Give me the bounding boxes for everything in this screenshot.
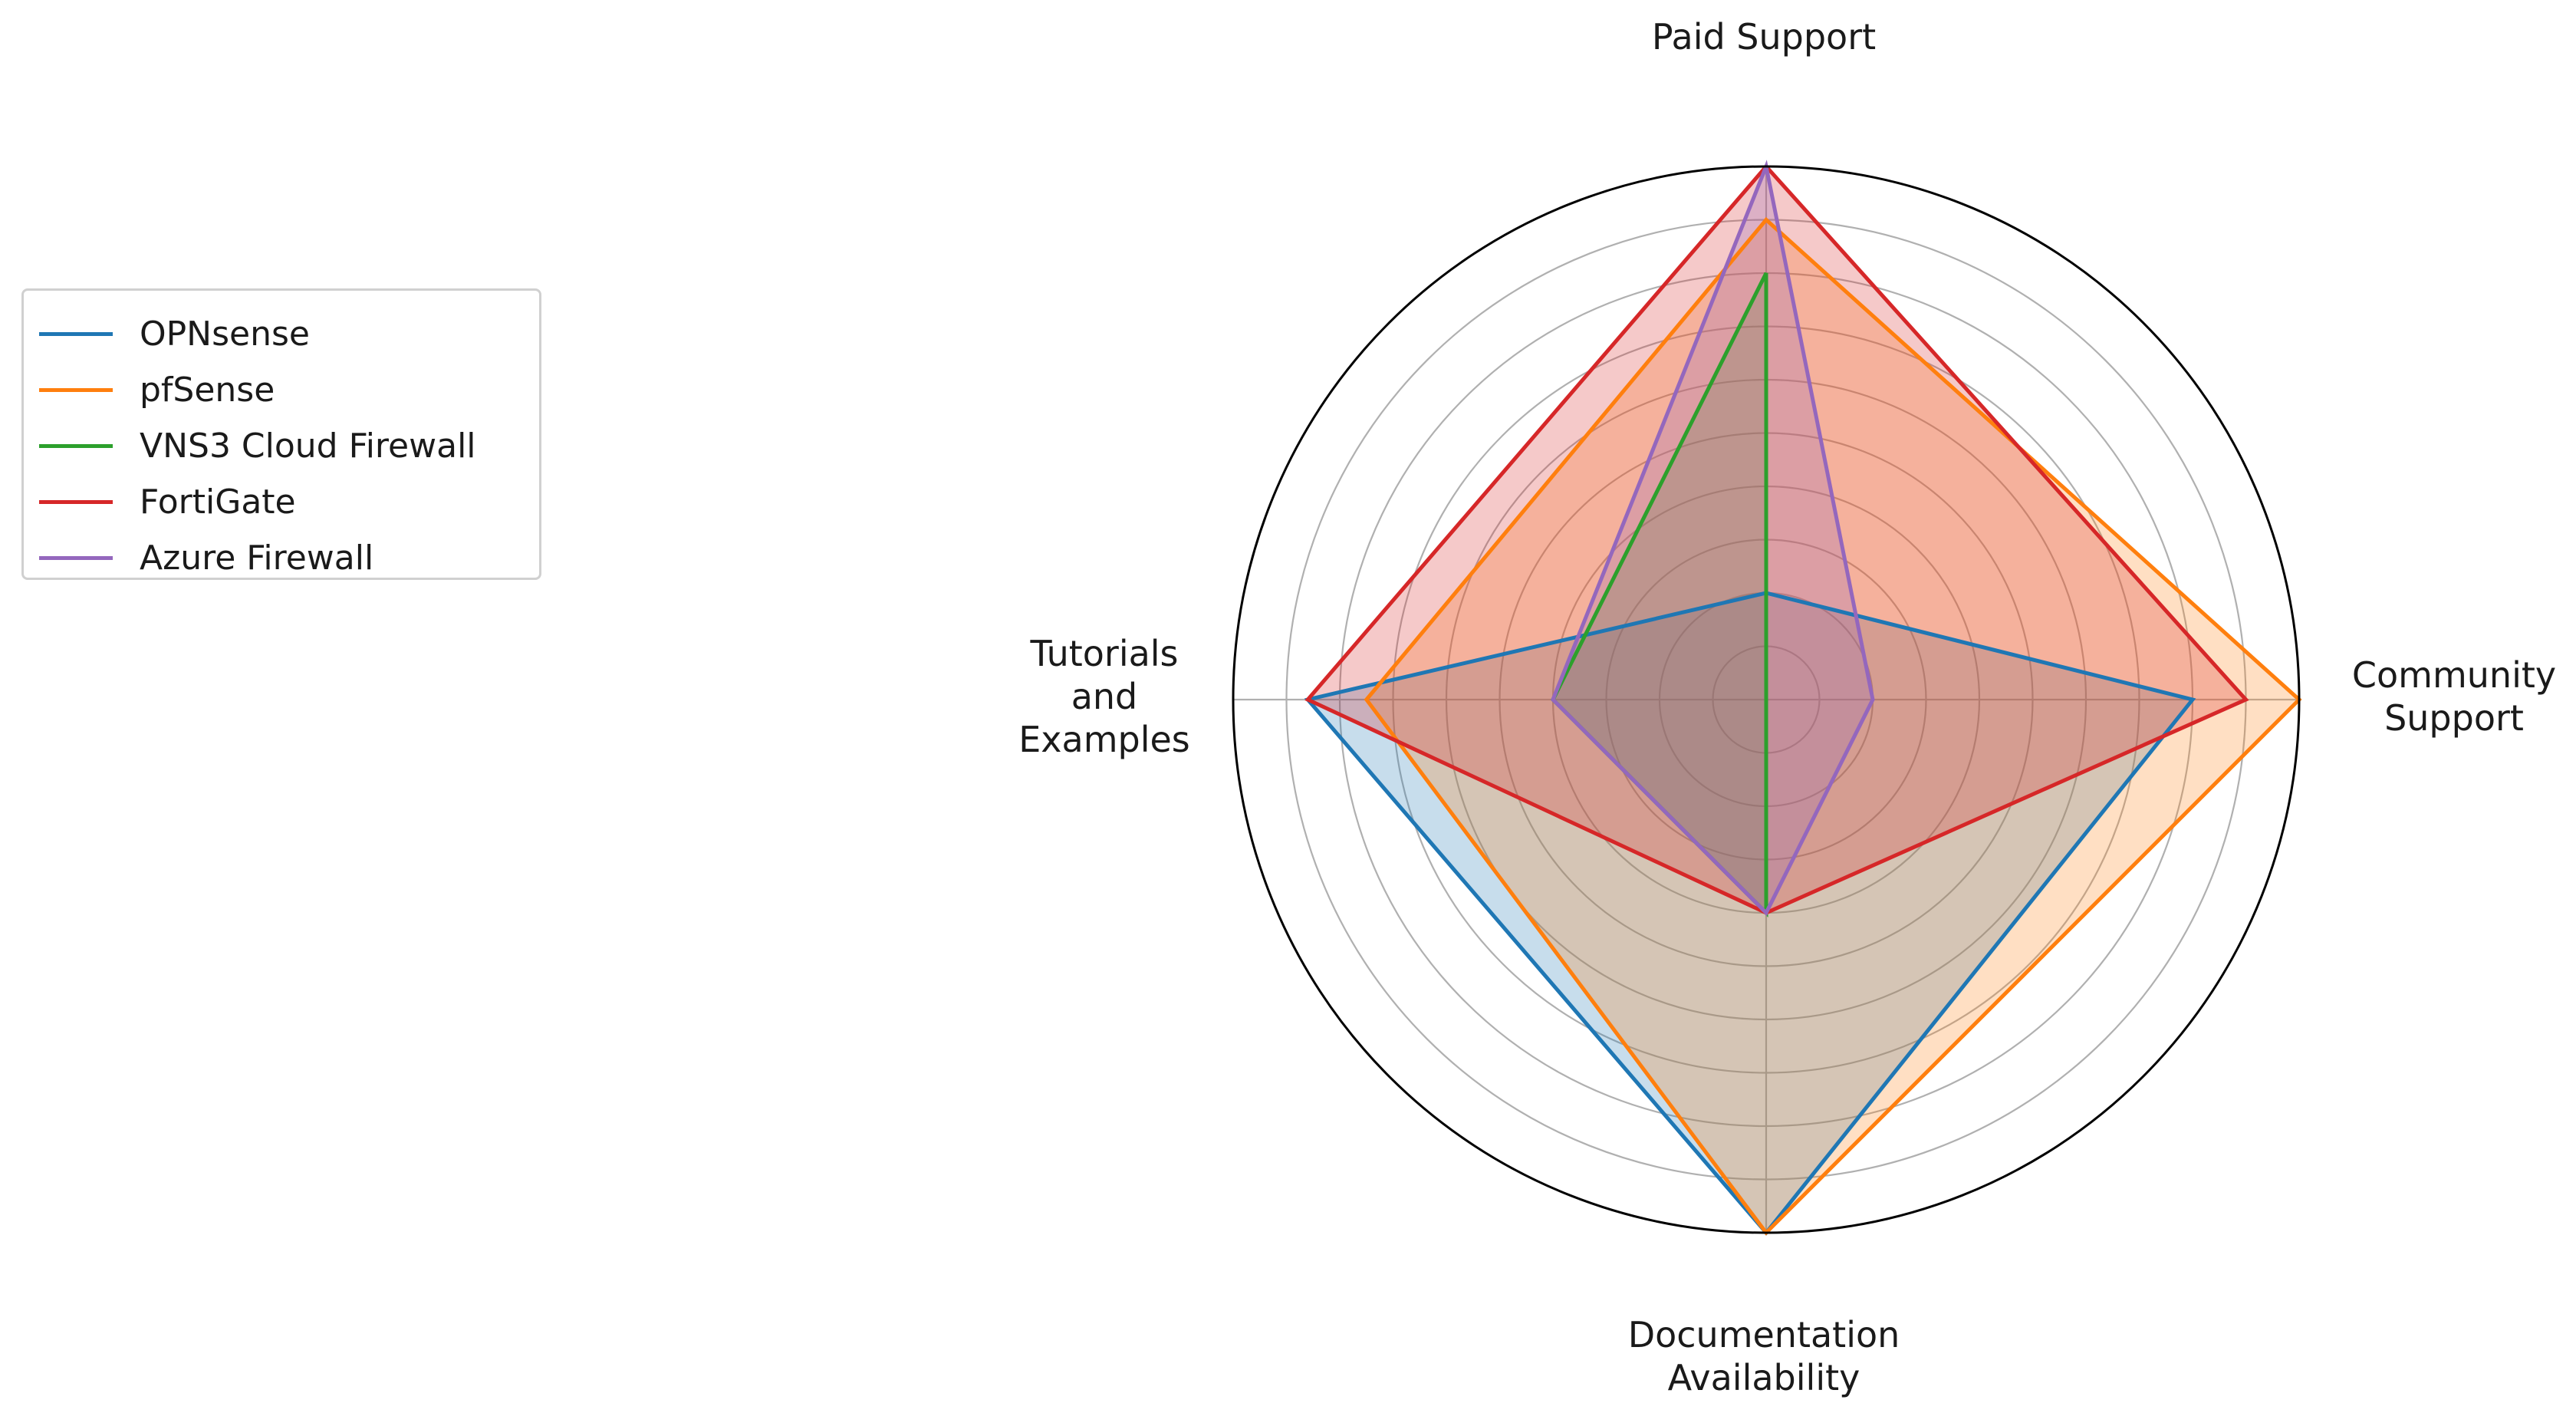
legend-swatch-pfsense xyxy=(39,387,113,392)
legend-label-opnsense: OPNsense xyxy=(140,314,310,354)
legend-swatch-azure-firewall xyxy=(39,555,113,560)
legend-item-pfsense: pfSense xyxy=(39,367,275,413)
series-fills xyxy=(1308,166,2299,1233)
legend-swatch-vns3-cloud-firewall xyxy=(39,443,113,448)
legend: OPNsense pfSense VNS3 Cloud Firewall For… xyxy=(21,288,541,580)
axis-label-paid-support: Paid Support xyxy=(1651,16,1877,58)
legend-label-vns3-cloud-firewall: VNS3 Cloud Firewall xyxy=(140,426,476,466)
legend-swatch-fortigate xyxy=(39,499,113,504)
legend-swatch-opnsense xyxy=(39,331,113,336)
legend-item-vns3-cloud-firewall: VNS3 Cloud Firewall xyxy=(39,423,476,469)
axis-label-tutorials-and-examples: Tutorials and Examples xyxy=(1018,633,1190,760)
legend-item-opnsense: OPNsense xyxy=(39,311,310,357)
legend-label-fortigate: FortiGate xyxy=(140,482,296,522)
radar-outer-frame xyxy=(1232,165,2301,1234)
axis-label-community-support: Community Support xyxy=(2351,654,2557,739)
legend-label-pfsense: pfSense xyxy=(140,370,275,410)
axis-label-documentation-availability: Documentation Availability xyxy=(1627,1314,1900,1398)
series-line-azure-firewall xyxy=(1551,160,1875,917)
series-fill-azure-firewall xyxy=(1553,166,1873,913)
series-fill-fortigate xyxy=(1308,166,2246,913)
legend-item-fortigate: FortiGate xyxy=(39,479,296,525)
series-fill-pfsense xyxy=(1366,219,2299,1233)
legend-item-azure-firewall: Azure Firewall xyxy=(39,535,373,581)
legend-label-azure-firewall: Azure Firewall xyxy=(140,538,374,578)
series-fill-opnsense xyxy=(1308,593,2193,1233)
